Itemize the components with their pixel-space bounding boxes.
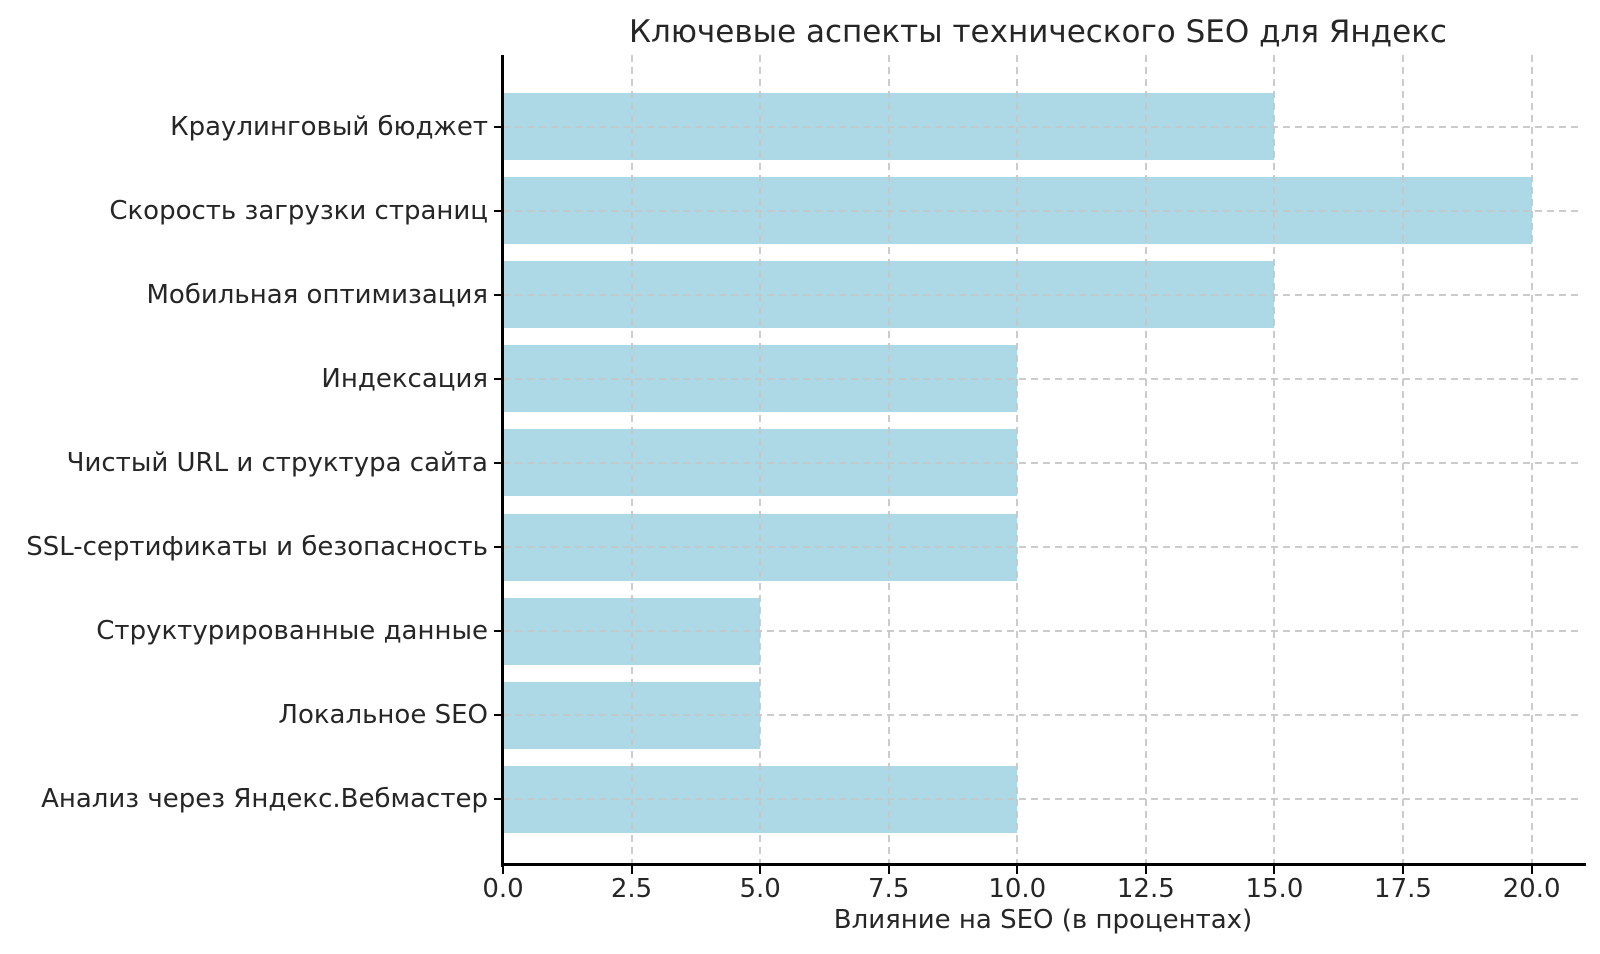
ytick-mark-1: [494, 209, 502, 212]
xtick-mark-1: [630, 866, 633, 874]
xtick-mark-7: [1402, 866, 1404, 874]
ytick-mark-3: [494, 377, 502, 380]
gridline-horizontal-4: [503, 461, 1583, 464]
gridline-vertical-3: [887, 55, 890, 865]
ytick-mark-5: [494, 546, 502, 548]
gridline-horizontal-8: [503, 798, 1583, 801]
xtick-label-7: 17.5: [1374, 874, 1432, 904]
gridline-vertical-6: [1273, 55, 1276, 865]
xtick-label-4: 10.0: [988, 874, 1047, 904]
chart-title: Ключевые аспекты технического SEO для Ян…: [629, 14, 1447, 50]
xtick-label-0: 0.0: [482, 874, 524, 904]
xtick-mark-8: [1530, 866, 1533, 874]
xtick-mark-2: [759, 866, 762, 874]
x-axis-spine: [501, 863, 1586, 867]
xtick-label-1: 2.5: [610, 874, 653, 904]
gridline-vertical-1: [630, 55, 633, 865]
xtick-label-3: 7.5: [868, 874, 910, 904]
ytick-label-7: Локальное SEO: [278, 700, 488, 731]
xtick-mark-4: [1016, 866, 1019, 874]
xtick-label-2: 5.0: [739, 874, 781, 904]
ytick-mark-6: [494, 630, 502, 633]
gridline-horizontal-7: [503, 714, 1583, 717]
ytick-label-5: SSL-сертификаты и безопасность: [26, 532, 488, 562]
gridline-vertical-7: [1402, 55, 1404, 865]
y-axis-spine: [501, 55, 504, 867]
xtick-label-6: 15.0: [1245, 874, 1304, 904]
xtick-label-5: 12.5: [1116, 874, 1175, 904]
ytick-label-3: Индексация: [321, 363, 488, 394]
ytick-mark-7: [494, 714, 502, 717]
ytick-mark-8: [494, 798, 502, 801]
plot-area: [503, 55, 1583, 865]
ytick-label-6: Структурированные данные: [96, 616, 488, 647]
ytick-label-1: Скорость загрузки страниц: [109, 195, 488, 226]
ytick-label-2: Мобильная оптимизация: [146, 279, 488, 310]
ytick-mark-0: [494, 125, 502, 128]
ytick-label-8: Анализ через Яндекс.Вебмастер: [41, 784, 488, 815]
ytick-mark-4: [494, 461, 502, 464]
gridline-horizontal-5: [503, 546, 1583, 548]
gridline-horizontal-1: [503, 209, 1583, 212]
x-axis-label: Влияние на SEO (в процентах): [833, 905, 1253, 935]
xtick-label-8: 20.0: [1502, 874, 1561, 904]
gridline-horizontal-3: [503, 377, 1583, 380]
gridline-horizontal-6: [503, 630, 1583, 633]
ytick-label-4: Чистый URL и структура сайта: [66, 447, 488, 478]
gridline-vertical-2: [759, 55, 762, 865]
gridline-vertical-4: [1016, 55, 1019, 865]
ytick-label-0: Краулинговый бюджет: [170, 111, 488, 142]
xtick-mark-6: [1273, 866, 1276, 874]
ytick-mark-2: [494, 293, 502, 296]
xtick-mark-5: [1144, 866, 1147, 874]
gridline-horizontal-0: [503, 125, 1583, 128]
xtick-mark-0: [502, 866, 504, 874]
gridline-horizontal-2: [503, 293, 1583, 296]
gridline-vertical-5: [1144, 55, 1147, 865]
xtick-mark-3: [887, 866, 890, 874]
gridline-vertical-8: [1530, 55, 1533, 865]
